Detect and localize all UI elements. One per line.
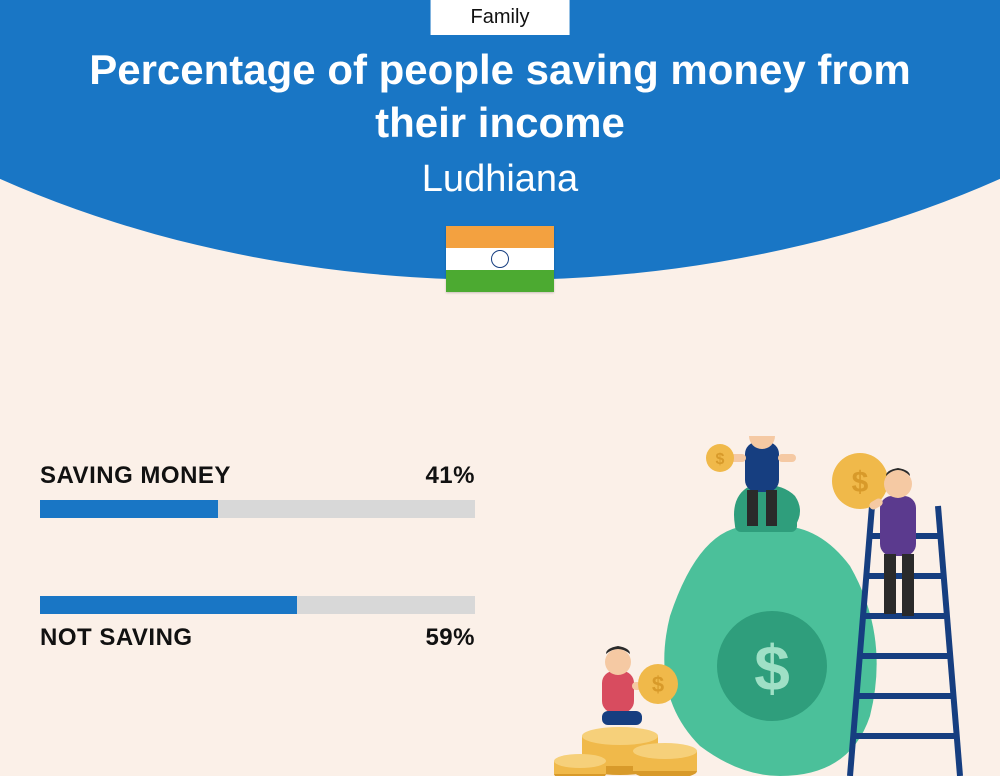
flag-stripe-middle — [446, 248, 554, 270]
savings-illustration: $ $ $ — [550, 436, 970, 776]
bar-label-row: NOT SAVING 59% — [40, 624, 475, 652]
bar-value: 59% — [425, 624, 475, 652]
money-bag-icon: $ — [664, 485, 876, 776]
category-tag-label: Family — [471, 6, 530, 28]
dollar-sign-icon: $ — [754, 632, 790, 704]
svg-text:$: $ — [716, 451, 725, 468]
flag-chakra-icon — [491, 250, 509, 268]
category-tag: Family — [431, 0, 570, 35]
svg-text:$: $ — [652, 672, 664, 697]
coin-stack-icon — [554, 727, 697, 776]
bar-fill — [40, 500, 218, 518]
page-subtitle: Ludhiana — [0, 158, 1000, 201]
bar-track — [40, 500, 475, 518]
flag-stripe-top — [446, 226, 554, 248]
flag-stripe-bottom — [446, 270, 554, 292]
bar-value: 41% — [425, 462, 475, 490]
bar-not-saving: NOT SAVING 59% — [40, 596, 475, 652]
page-title: Percentage of people saving money from t… — [0, 44, 1000, 149]
bar-label-row: SAVING MONEY 41% — [40, 462, 475, 490]
bar-saving-money: SAVING MONEY 41% — [40, 462, 475, 518]
india-flag — [446, 226, 554, 292]
bar-label: NOT SAVING — [40, 624, 193, 652]
svg-text:$: $ — [852, 466, 869, 499]
bar-track — [40, 596, 475, 614]
bar-label: SAVING MONEY — [40, 462, 231, 490]
savings-bar-chart: SAVING MONEY 41% NOT SAVING 59% — [40, 462, 475, 730]
bar-fill — [40, 596, 297, 614]
